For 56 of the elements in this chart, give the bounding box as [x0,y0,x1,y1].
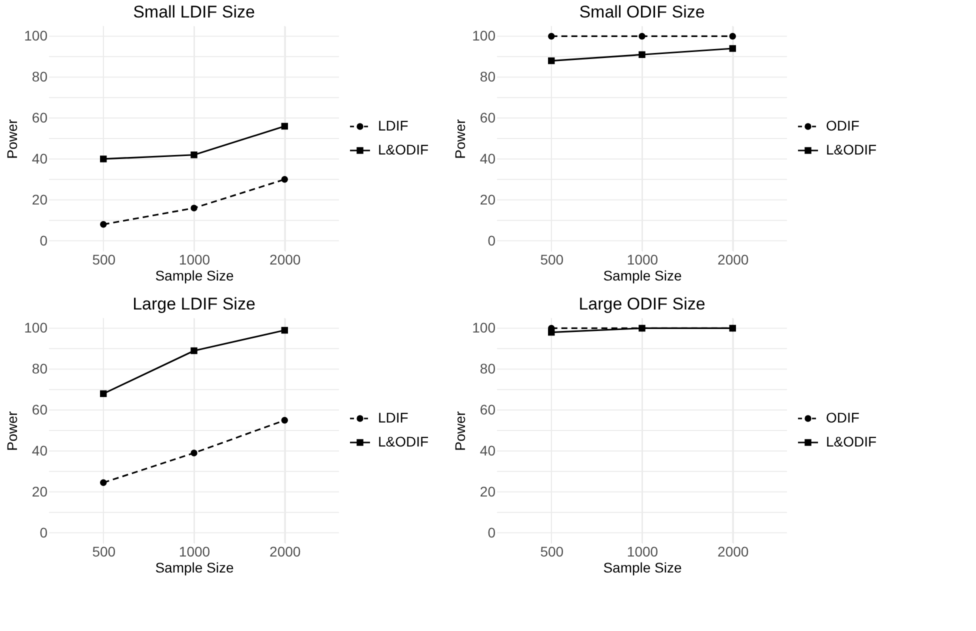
legend-label: ODIF [826,118,860,134]
x-tick-label: 2000 [718,544,749,560]
y-tick-label: 100 [24,28,48,44]
y-tick-label: 0 [40,524,48,540]
y-tick-label: 0 [488,232,496,248]
y-tick-label: 60 [480,110,496,126]
x-axis-title: Sample Size [155,560,234,576]
y-tick-label: 20 [480,191,496,208]
y-tick-label: 60 [32,110,48,126]
legend-label: L&ODIF [826,142,877,158]
y-tick-label: 80 [32,360,48,377]
y-axis-title: Power [452,118,468,159]
chart-title: Large ODIF Size [578,294,706,314]
y-axis-title: Power [452,410,468,451]
y-axis-title: Power [4,410,20,451]
y-tick-label: 20 [480,483,496,500]
x-tick-label: 500 [540,252,564,268]
y-axis-title: Power [4,118,20,159]
y-tick-label: 60 [32,402,48,418]
chart-title: Small LDIF Size [133,2,255,22]
x-tick-label: 500 [92,544,116,560]
y-tick-label: 100 [472,28,496,44]
y-tick-label: 100 [24,320,48,336]
x-tick-label: 1000 [178,544,210,560]
y-tick-label: 20 [32,483,48,500]
y-tick-label: 40 [32,150,48,166]
chart-title: Small ODIF Size [579,2,705,22]
x-tick-label: 2000 [270,544,301,560]
x-axis-title: Sample Size [155,268,234,284]
y-tick-label: 20 [32,191,48,208]
x-axis-title: Sample Size [603,560,682,576]
y-tick-label: 40 [480,442,496,458]
legend-label: LDIF [378,410,408,426]
y-tick-label: 40 [480,150,496,166]
x-tick-label: 1000 [178,252,210,268]
legend-label: L&ODIF [826,434,877,450]
legend-label: L&ODIF [378,434,429,450]
x-tick-label: 500 [92,252,116,268]
y-tick-label: 0 [40,232,48,248]
x-tick-label: 2000 [718,252,749,268]
y-tick-label: 100 [472,320,496,336]
y-tick-label: 80 [480,360,496,377]
y-tick-label: 80 [32,68,48,85]
y-tick-label: 0 [488,524,496,540]
legend-label: L&ODIF [378,142,429,158]
y-tick-label: 80 [480,68,496,85]
legend-label: LDIF [378,118,408,134]
y-tick-label: 40 [32,442,48,458]
y-tick-label: 60 [480,402,496,418]
chart-title: Large LDIF Size [132,294,256,314]
legend-label: ODIF [826,410,860,426]
x-axis-title: Sample Size [603,268,682,284]
x-tick-label: 1000 [626,544,658,560]
x-tick-label: 500 [540,544,564,560]
x-tick-label: 1000 [626,252,658,268]
x-tick-label: 2000 [270,252,301,268]
